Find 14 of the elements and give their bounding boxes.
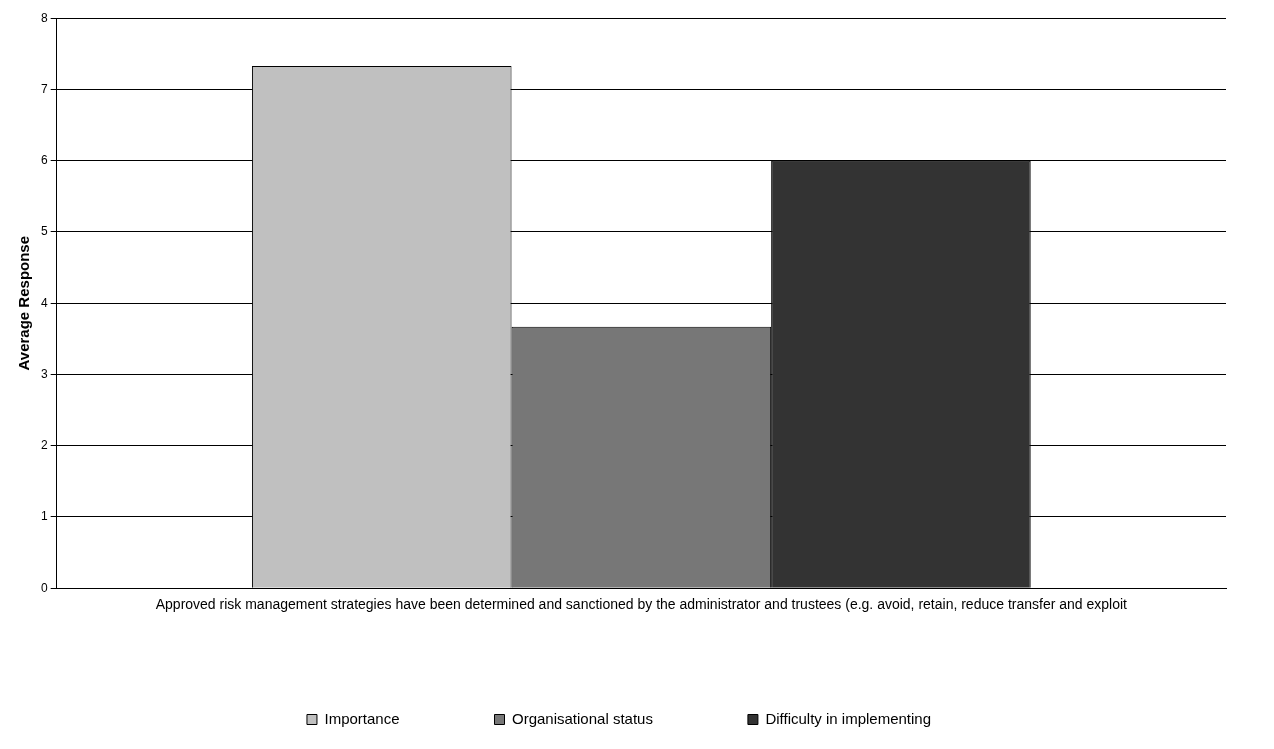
y-tick-label: 0	[40, 580, 48, 595]
y-tick-label: 8	[40, 10, 48, 25]
y-tick-label: 7	[40, 81, 48, 96]
y-tick-label: 6	[40, 153, 48, 168]
y-tick-label: 1	[40, 509, 48, 524]
legend-label: Importance	[324, 709, 400, 727]
y-tick-label: 4	[40, 295, 48, 310]
y-tick-label: 2	[40, 438, 48, 453]
legend-label: Organisational status	[512, 709, 653, 727]
y-tick-label: 5	[40, 224, 48, 239]
legend-label: Difficulty in implementing	[765, 709, 932, 727]
y-axis-title: Average Response	[15, 235, 33, 371]
x-tick-label: Approved risk management strategies have been determined and sanctioned by the administrator and trustees (e.g. avoid, retain, reduce transfer and exploit	[155, 596, 1128, 613]
y-tick-label: 3	[40, 366, 48, 381]
